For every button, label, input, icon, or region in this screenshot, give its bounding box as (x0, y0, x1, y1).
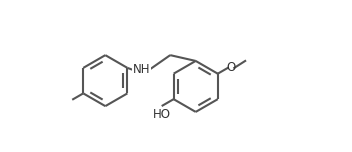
Text: NH: NH (132, 63, 150, 76)
Text: O: O (226, 61, 235, 74)
Text: HO: HO (152, 108, 170, 121)
